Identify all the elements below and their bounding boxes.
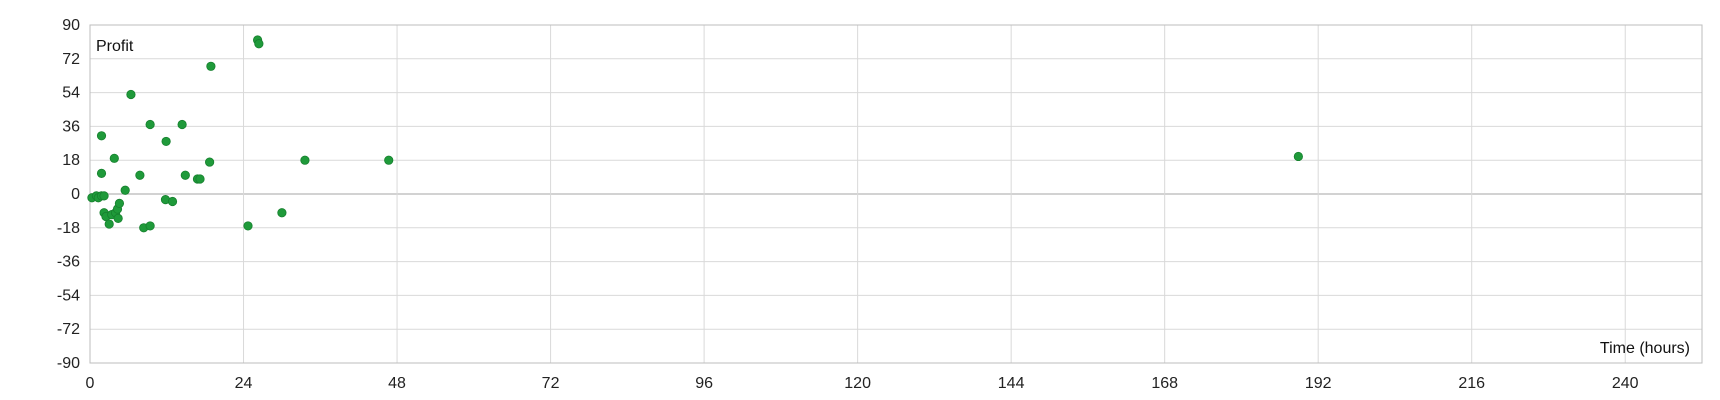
grid xyxy=(89,24,1702,364)
data-point xyxy=(384,155,394,165)
data-point xyxy=(96,131,107,141)
y-axis-title: Profit xyxy=(96,38,134,55)
x-tick-label: 168 xyxy=(1151,375,1178,392)
y-tick-label: 54 xyxy=(62,85,80,102)
data-point xyxy=(180,170,190,180)
x-tick-label: 96 xyxy=(695,375,713,392)
y-tick-label: 90 xyxy=(62,17,80,34)
y-axis-tick-labels: 90 72 54 36 18 0 -18 -36 -54 -72 -90 xyxy=(57,17,80,372)
x-axis-tick-labels: 0 24 48 72 96 120 144 168 192 216 240 xyxy=(86,375,1639,392)
x-tick-label: 216 xyxy=(1458,375,1485,392)
x-tick-label: 48 xyxy=(388,375,406,392)
data-point xyxy=(161,136,171,147)
y-tick-label: -54 xyxy=(57,287,80,304)
y-tick-label: -72 xyxy=(57,321,80,338)
x-tick-label: 0 xyxy=(86,375,95,392)
y-tick-label: -18 xyxy=(57,220,80,237)
data-point xyxy=(1293,151,1303,162)
data-point xyxy=(254,39,264,49)
data-point xyxy=(145,221,155,231)
data-point xyxy=(167,196,178,207)
data-point xyxy=(120,185,130,195)
data-point xyxy=(109,153,119,163)
data-point xyxy=(300,155,310,165)
y-tick-label: 18 xyxy=(62,152,80,169)
data-point xyxy=(104,219,114,229)
data-point xyxy=(126,89,136,100)
data-points xyxy=(87,35,1303,233)
data-point xyxy=(113,213,123,224)
y-tick-label: 0 xyxy=(71,186,80,203)
x-tick-label: 24 xyxy=(235,375,253,392)
data-point xyxy=(205,157,215,167)
data-point xyxy=(96,168,107,178)
x-tick-label: 72 xyxy=(542,375,560,392)
y-tick-label: 36 xyxy=(62,118,80,135)
data-point xyxy=(114,198,125,208)
data-point xyxy=(206,61,216,71)
x-tick-label: 192 xyxy=(1305,375,1332,392)
x-tick-label: 120 xyxy=(844,375,871,392)
y-tick-label: -36 xyxy=(57,254,80,271)
data-point xyxy=(195,174,205,184)
x-tick-label: 144 xyxy=(998,375,1025,392)
data-point xyxy=(145,119,155,130)
data-point xyxy=(135,170,145,180)
data-point xyxy=(277,208,287,218)
x-tick-label: 240 xyxy=(1612,375,1639,392)
x-axis-title: Time (hours) xyxy=(1600,340,1690,357)
y-tick-label: -90 xyxy=(57,355,80,372)
y-tick-label: 72 xyxy=(62,51,80,68)
data-point xyxy=(243,221,253,231)
data-point xyxy=(177,119,187,130)
data-point xyxy=(99,191,109,201)
